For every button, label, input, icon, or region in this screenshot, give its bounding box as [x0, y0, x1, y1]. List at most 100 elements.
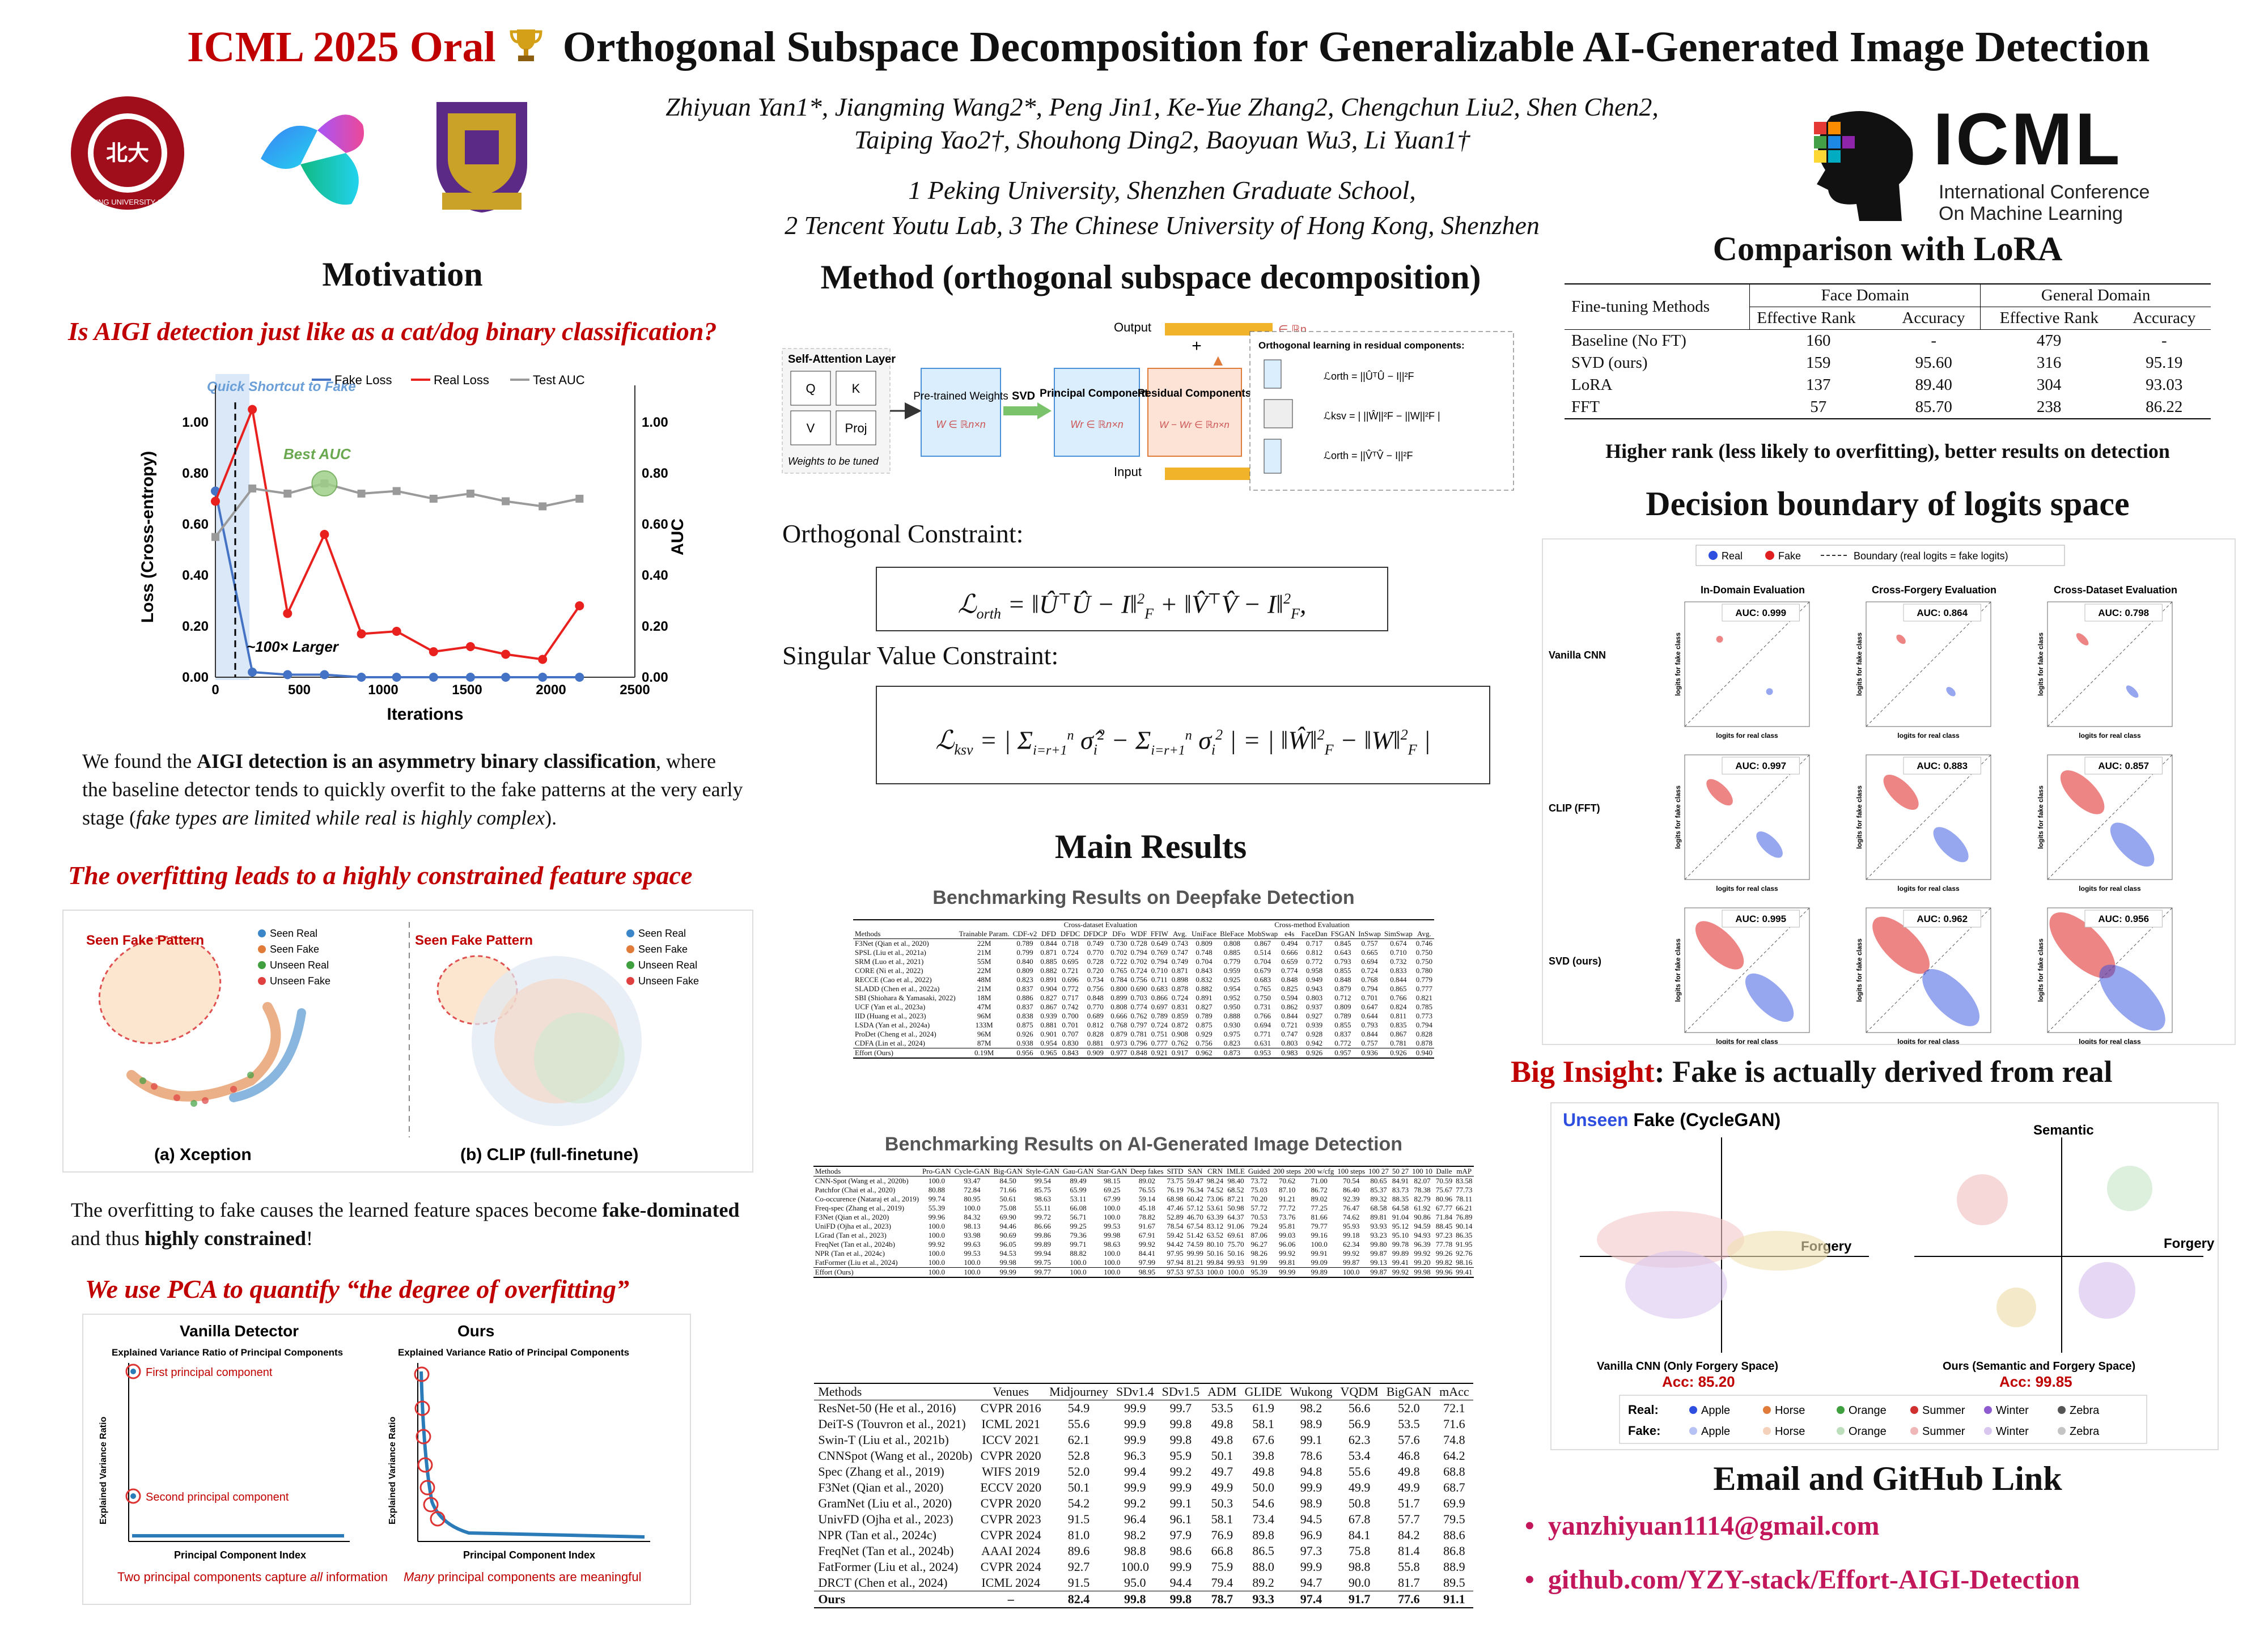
deepfake-cell: 0.797 [1130, 1021, 1147, 1029]
table-row: CNN-Spot (Wang et al., 2020b) 100.0 93.47 8… [813, 1176, 1474, 1186]
deepfake-cell: 0.780 [1415, 966, 1432, 975]
aigi-cell: 100.0 [1104, 1213, 1121, 1221]
aigi-cell: 100.0 [964, 1204, 981, 1212]
deepfake-cell: 0.703 [1130, 993, 1147, 1002]
table-row: SBI (Shiohara & Yamasaki, 2022) 18M 0.886 0… [853, 993, 1434, 1003]
deepfake-cell: 0.777 [1415, 984, 1432, 993]
aigi-cell: 50.98 [1227, 1204, 1244, 1212]
table-row: NPR (Tan et al., 2024c) CVPR 2024 81.0 98.2… [814, 1527, 1473, 1543]
aigi-cell: 99.91 [1311, 1249, 1328, 1258]
db-col-title: Cross-Forgery Evaluation [1872, 584, 1996, 596]
aigi-cell: 83.12 [1206, 1222, 1224, 1230]
db-legend-real: Real [1722, 550, 1743, 562]
aigi-header-cell: Guided [1248, 1167, 1270, 1175]
genimage-cell: 97.9 [1169, 1528, 1192, 1542]
deepfake-cell: 0.927 [1305, 1012, 1323, 1020]
aigi-cell: 99.26 [1435, 1249, 1453, 1258]
genimage-cell: DeiT-S (Touvron et al., 2021) [818, 1417, 966, 1431]
loss-point [538, 673, 548, 682]
loss-point [465, 673, 475, 682]
loss-point [392, 673, 401, 682]
aigi-cell: 67.91 [1138, 1231, 1155, 1239]
genimage-cell: CVPR 2024 [980, 1528, 1041, 1542]
aigi-cell: 84.91 [1392, 1176, 1409, 1185]
aigi-cell: 78.82 [1138, 1213, 1155, 1221]
aigi-ours-cell: 98.95 [1138, 1268, 1155, 1276]
aigi-header-cell: Cycle-GAN [954, 1167, 990, 1175]
aigi-cell: 99.87 [1343, 1258, 1360, 1267]
contact-title: Email and GitHub Link [1713, 1460, 2062, 1497]
aigi-cell: 77.72 [1278, 1204, 1296, 1212]
deepfake-cell: 0.774 [1281, 966, 1298, 975]
deepfake-cell: 0.710 [1151, 966, 1168, 975]
deepfake-cell: 0.683 [1254, 975, 1271, 984]
deepfake-header-cell: SimSwap [1384, 929, 1413, 938]
deepfake-cell: 0.712 [1334, 993, 1351, 1002]
legend-marker [1837, 1406, 1845, 1414]
loss-point [283, 609, 292, 618]
table-row: Freq-spec (Zhang et al., 2019) 55.39 100.0… [813, 1204, 1474, 1213]
aigi-cell: 99.92 [1343, 1249, 1360, 1258]
aigi-cell: 93.47 [964, 1176, 981, 1185]
db-auc-box [1722, 757, 1800, 775]
aigi-ours-cell: 97.53 [1167, 1268, 1184, 1276]
aigi-cell: 86.66 [1034, 1222, 1051, 1230]
deepfake-cell: 0.882 [1196, 984, 1213, 993]
deepfake-cell: 87M [977, 1039, 991, 1047]
insight-legend-real: Real: [1628, 1403, 1659, 1417]
aigi-ours-cell: 99.41 [1456, 1268, 1473, 1276]
deepfake-cell: 0.812 [1087, 1021, 1104, 1029]
deepfake-cell: 0.789 [1196, 1012, 1213, 1020]
aigi-cell: 99.74 [928, 1195, 945, 1203]
db-fake-cloud [1706, 779, 1733, 806]
deepfake-cell: 0.871 [1171, 966, 1189, 975]
deepfake-cell: 0.695 [1062, 957, 1079, 966]
lora-group-general: General Domain [1980, 284, 2211, 307]
deepfake-ours-cell: 0.19M [974, 1048, 994, 1057]
aigi-cell: 59.47 [1186, 1176, 1203, 1185]
deepfake-cell: 0.756 [1196, 1039, 1213, 1047]
aigi-cell: 89.81 [1370, 1213, 1387, 1221]
deepfake-cell: 0.793 [1361, 1021, 1378, 1029]
legend-marker [626, 961, 634, 969]
aigi-cell: 79.36 [1070, 1231, 1087, 1239]
deepfake-cell: 0.840 [1016, 957, 1033, 966]
db-col-title: Cross-Dataset Evaluation [2054, 584, 2177, 596]
genimage-cell: 86.8 [1443, 1544, 1465, 1558]
aigi-cell: 77.25 [1311, 1204, 1328, 1212]
deepfake-ours-cell: 0.965 [1040, 1048, 1057, 1057]
loss-point [538, 655, 548, 664]
loss-point [501, 673, 511, 682]
aigi-cell: 98.63 [1034, 1195, 1051, 1203]
aigi-cell: 91.95 [1456, 1240, 1473, 1248]
email-link[interactable]: yanzhiyuan1114@gmail.com [1548, 1511, 1880, 1541]
genimage-cell: 50.1 [1211, 1449, 1233, 1463]
aigi-ours-cell: 100.0 [964, 1268, 981, 1276]
genimage-cell: 99.9 [1124, 1433, 1146, 1447]
deepfake-table-title: Benchmarking Results on Deepfake Detecti… [932, 887, 1355, 908]
aigi-cell: 98.13 [964, 1222, 981, 1230]
genimage-cell: 52.8 [1067, 1449, 1090, 1463]
db-auc-box [1722, 604, 1800, 622]
aigi-cell: 73.76 [1278, 1213, 1296, 1221]
deepfake-cell: 0.835 [1390, 1021, 1407, 1029]
aigi-cell: 99.71 [1070, 1240, 1087, 1248]
deepfake-cell: 0.789 [1151, 1012, 1168, 1020]
deepfake-cell: 0.724 [1130, 966, 1147, 975]
aigi-cell: 91.04 [1392, 1213, 1409, 1221]
deepfake-cell: 0.885 [1040, 957, 1057, 966]
deepfake-cell: 0.666 [1110, 1012, 1127, 1020]
deepfake-cell: SPSL (Liu et al., 2021a) [854, 948, 926, 957]
lora-cell: - [2161, 332, 2167, 350]
deepfake-header-cell: Trainable Param. [959, 929, 1010, 938]
aigi-cell: 99.98 [999, 1258, 1016, 1267]
aigi-cell: 78.11 [1456, 1195, 1473, 1203]
insight-caption-right: Ours (Semantic and Forgery Space) [1943, 1360, 2135, 1373]
deepfake-cell: 0.770 [1087, 948, 1104, 957]
table-row: LSDA (Yan et al., 2024a) 133M 0.875 0.881 0.… [853, 1021, 1434, 1030]
deepfake-cell: 0.837 [1334, 1030, 1351, 1038]
deepfake-cell: 0.750 [1415, 948, 1432, 957]
github-link[interactable]: github.com/YZY-stack/Effort-AIGI-Detecti… [1548, 1565, 2080, 1595]
genimage-cell: 39.8 [1252, 1449, 1274, 1463]
aigi-cell: 88.82 [1070, 1249, 1087, 1258]
